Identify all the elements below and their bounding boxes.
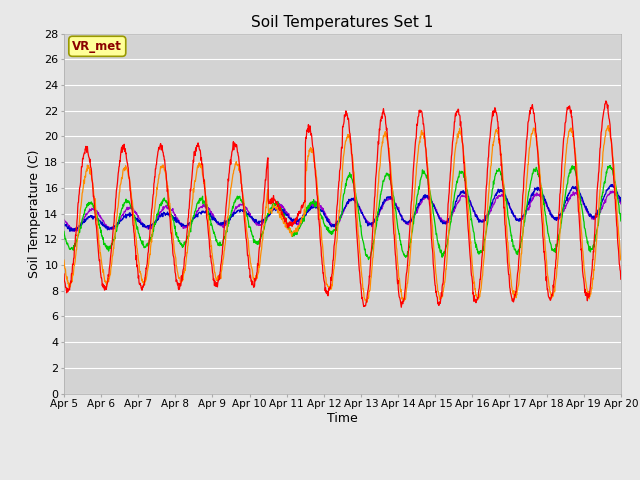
Legend: Tsoil -2cm, Tsoil -4cm, Tsoil -8cm, Tsoil -16cm, Tsoil -32cm: Tsoil -2cm, Tsoil -4cm, Tsoil -8cm, Tsoi… <box>128 478 557 480</box>
Title: Soil Temperatures Set 1: Soil Temperatures Set 1 <box>252 15 433 30</box>
Y-axis label: Soil Temperature (C): Soil Temperature (C) <box>28 149 42 278</box>
X-axis label: Time: Time <box>327 412 358 425</box>
Text: VR_met: VR_met <box>72 40 122 53</box>
